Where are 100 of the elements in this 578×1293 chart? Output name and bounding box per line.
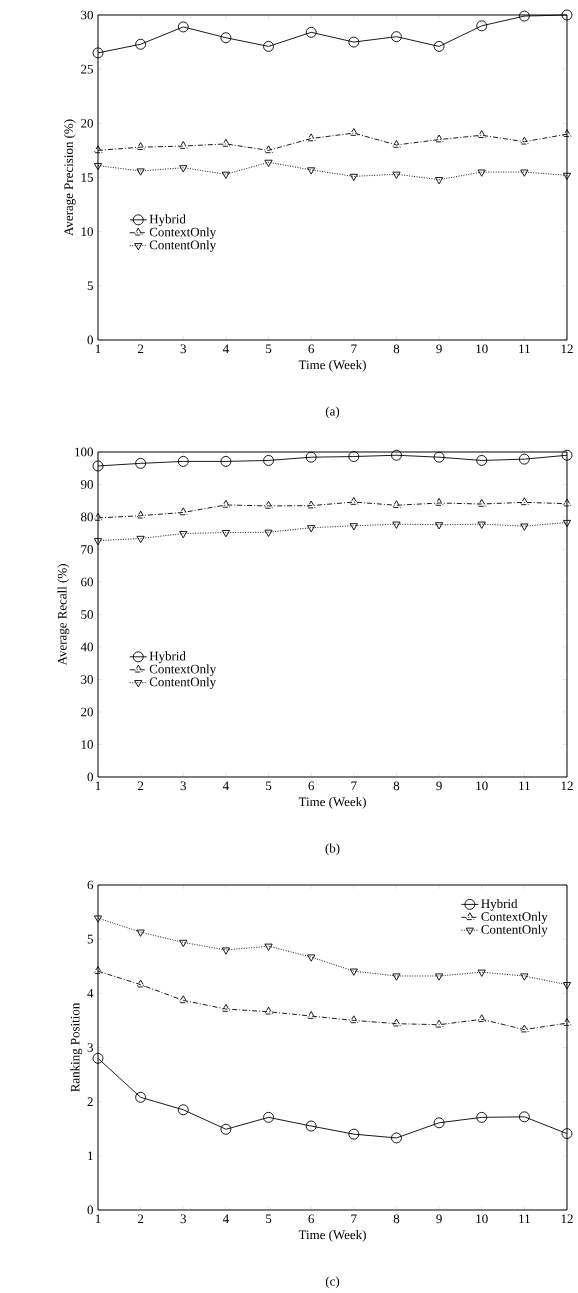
y-tick-label: 40 [80, 642, 94, 652]
legend-label: ContentOnly [481, 924, 548, 937]
y-tick-label: 3 [87, 1043, 94, 1052]
x-tick-label: 4 [223, 781, 230, 791]
point [348, 451, 360, 462]
x-tick-label: 4 [223, 344, 230, 354]
point [92, 1052, 104, 1064]
point [306, 500, 316, 509]
y-tick-label: 30 [81, 10, 94, 20]
point [94, 538, 103, 546]
point [520, 169, 529, 177]
point [392, 171, 401, 179]
point [392, 139, 401, 148]
point [561, 449, 573, 461]
point [221, 947, 231, 955]
point [220, 455, 232, 467]
point [94, 915, 103, 923]
point [349, 173, 359, 182]
point [476, 20, 488, 32]
x-tick-label: 11 [519, 344, 530, 354]
point [306, 133, 316, 142]
x-tick-label: 6 [308, 1214, 315, 1224]
point [562, 129, 572, 137]
point [477, 169, 486, 177]
point [563, 982, 572, 990]
y-tick-label: 15 [81, 173, 94, 182]
x-tick-label: 12 [561, 344, 573, 354]
point [92, 460, 104, 472]
x-tick-label: 9 [436, 1214, 442, 1224]
x-tick-label: 9 [436, 344, 442, 354]
point [305, 451, 317, 463]
point [348, 36, 360, 48]
point [136, 168, 145, 176]
y-tick-label: 90 [81, 480, 94, 489]
x-tick-label: 12 [561, 781, 573, 791]
legend-label: ContextOnly [149, 227, 217, 240]
point [519, 1111, 530, 1123]
point [434, 1019, 444, 1028]
x-tick-label: 6 [308, 781, 315, 791]
x-tick-label: 5 [266, 1214, 272, 1224]
point [476, 1111, 488, 1123]
point [221, 530, 231, 538]
point [562, 498, 572, 507]
point [520, 1024, 529, 1033]
point [305, 26, 317, 38]
point [307, 954, 316, 962]
legend-label: Hybrid [481, 898, 518, 911]
point [520, 497, 529, 506]
point [392, 1018, 401, 1027]
y-tick-label: 20 [81, 707, 94, 717]
point [563, 519, 572, 528]
point [392, 500, 401, 509]
point [433, 451, 445, 463]
x-tick-label: 5 [266, 781, 272, 791]
y-axis-title: Average Precision (%) [64, 119, 76, 236]
point [220, 1123, 232, 1135]
x-tick-label: 2 [138, 344, 144, 354]
point [477, 498, 487, 507]
y-tick-label: 70 [81, 545, 94, 554]
point [264, 943, 273, 951]
point [562, 1018, 572, 1026]
point [305, 1120, 317, 1132]
x-tick-label: 7 [351, 344, 357, 353]
point [179, 165, 188, 173]
point [349, 968, 359, 976]
x-axis-title: Time (Week) [298, 360, 367, 372]
x-tick-label: 10 [476, 344, 488, 354]
x-tick-label: 2 [138, 781, 144, 791]
point [434, 134, 444, 143]
x-tick-label: 9 [436, 781, 442, 791]
text: (c) [325, 1276, 340, 1289]
y-tick-label: 30 [81, 675, 94, 684]
x-tick-label: 11 [519, 781, 530, 791]
x-tick-label: 3 [180, 1214, 187, 1224]
point [93, 145, 103, 154]
y-tick-label: 0 [87, 1205, 94, 1215]
point [349, 1015, 359, 1024]
point [177, 1104, 189, 1116]
point [179, 531, 188, 539]
y-axis-title: Ranking Position [70, 1002, 83, 1092]
point [220, 32, 232, 44]
x-tick-label: 11 [519, 1214, 530, 1224]
y-tick-label: 4 [87, 989, 94, 998]
point [307, 167, 316, 175]
text: (a) [325, 406, 340, 419]
y-tick-label: 6 [87, 880, 94, 890]
y-tick-label: 60 [81, 577, 94, 587]
x-tick-label: 2 [138, 1214, 144, 1224]
point [519, 453, 530, 465]
point [221, 1003, 231, 1012]
x-tick-label: 6 [308, 344, 315, 354]
point [221, 499, 231, 508]
text: (b) [325, 843, 340, 856]
y-tick-label: 2 [87, 1097, 93, 1106]
x-tick-label: 8 [393, 781, 400, 791]
x-tick-label: 8 [393, 344, 400, 354]
point [519, 10, 530, 22]
point [434, 497, 444, 506]
x-tick-label: 5 [266, 344, 272, 354]
point [433, 40, 445, 52]
